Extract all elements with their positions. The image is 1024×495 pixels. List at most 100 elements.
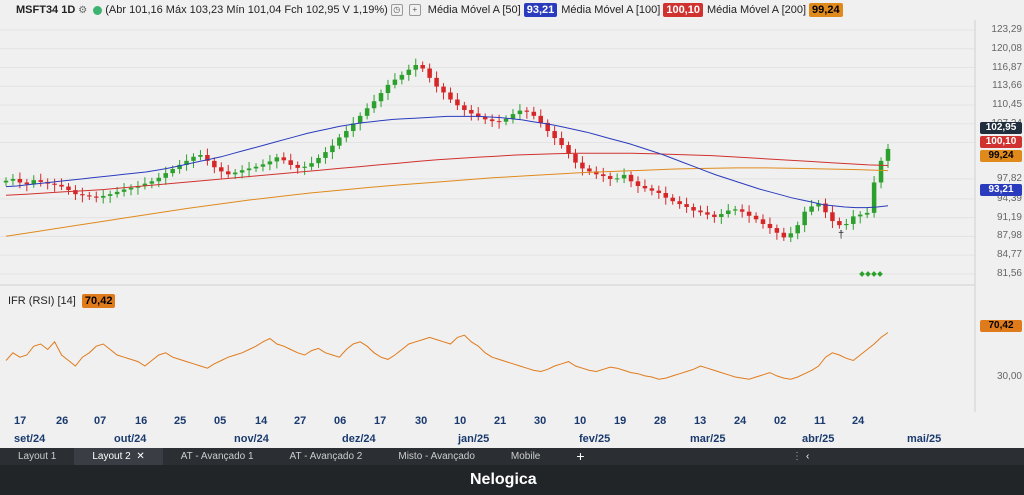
price-axis-label: 97,82 <box>996 172 1022 184</box>
candle-body <box>427 68 432 78</box>
close-tab-icon[interactable]: ✕ <box>136 451 145 462</box>
signal-diamond <box>877 271 883 277</box>
x-axis-day-label: 02 <box>774 415 787 427</box>
candle-body <box>274 157 280 162</box>
time-axis[interactable]: 17 26 07 16 25 05 14 27 06 17 30 10 21 30 10 19 28 13 24 02… <box>0 412 1024 448</box>
candle-body <box>38 180 43 182</box>
candle-body <box>17 178 23 183</box>
signal-markers: † <box>838 229 883 277</box>
candle-body <box>746 211 752 216</box>
price-axis-label: 113,66 <box>992 80 1022 92</box>
candle-body <box>94 196 99 198</box>
tab-layout-1[interactable]: Layout 1 <box>18 451 57 462</box>
price-axis-label: 81,56 <box>996 267 1022 279</box>
ma100-price-tag: 100,10 <box>980 136 1022 148</box>
tab-at-avancado-2[interactable]: AT - Avançado 2 <box>289 451 363 462</box>
ma50-label: Média Móvel A [50] <box>427 4 521 16</box>
main-chart[interactable]: † <box>0 0 1024 412</box>
candle-body <box>281 157 287 161</box>
chart-header: MSFT34 1D ⚙ (Abr 101,16 Máx 103,23 Mín 1… <box>0 0 1024 20</box>
candle-body <box>295 164 300 168</box>
x-axis-month-label: abr/25 <box>802 433 835 445</box>
candle-body <box>795 225 800 234</box>
x-axis-month-label: nov/24 <box>234 433 269 445</box>
candle-body <box>802 211 807 226</box>
candle-body <box>350 123 356 132</box>
price-axis-label: 123,29 <box>991 23 1022 35</box>
candle-body <box>732 209 738 211</box>
market-status-icon <box>93 5 103 15</box>
x-axis-day-label: 16 <box>135 415 148 427</box>
rsi-line <box>5 332 889 380</box>
candle-body <box>413 65 419 70</box>
candle-body <box>246 168 252 171</box>
tab-mobile[interactable]: Mobile <box>510 451 541 462</box>
candle-body <box>656 190 662 193</box>
x-axis-day-label: 07 <box>94 415 107 427</box>
candle-body <box>73 190 78 195</box>
signal-diamond <box>859 271 865 277</box>
candle-body <box>156 177 162 182</box>
candle-body <box>364 108 370 116</box>
candle-body <box>142 183 148 186</box>
candle-body <box>684 204 689 208</box>
candle-body <box>184 160 189 165</box>
candle-body <box>670 197 675 202</box>
candle-body <box>357 115 363 124</box>
candle-body <box>232 172 238 175</box>
candle-body <box>559 138 564 146</box>
x-axis-day-label: 14 <box>255 415 268 427</box>
candle-body <box>420 65 425 69</box>
candle-body <box>225 171 231 175</box>
candle-body <box>538 115 544 123</box>
ma50-price-tag: 93,21 <box>980 184 1022 196</box>
ma100-line <box>5 152 889 196</box>
candle-body <box>107 194 113 196</box>
scroll-left-icon[interactable]: ‹ <box>806 451 810 462</box>
candle-body <box>59 184 64 187</box>
candle-body <box>885 148 891 161</box>
add-tab-icon[interactable]: + <box>576 448 585 464</box>
candle-body <box>260 164 266 167</box>
clock-icon[interactable]: ◷ <box>390 4 403 16</box>
x-axis-month-label: dez/24 <box>342 433 376 445</box>
candle-body <box>496 121 502 123</box>
x-axis-day-label: 17 <box>14 415 27 427</box>
ma50-badge: 93,21 <box>523 3 558 17</box>
candle-body <box>788 233 794 238</box>
symbol-label[interactable]: MSFT34 1D <box>16 4 76 16</box>
x-axis-day-label: 25 <box>174 415 187 427</box>
tab-layout-2[interactable]: Layout 2 ✕ <box>74 448 163 465</box>
rsi-title: IFR (RSI) [14] 70,42 <box>8 294 116 308</box>
candle-body <box>677 201 682 205</box>
x-axis-month-label: fev/25 <box>579 433 611 445</box>
candle-body <box>344 131 349 138</box>
chart-gridlines <box>0 29 975 275</box>
x-axis-month-label: mai/25 <box>907 433 942 445</box>
ma100-badge: 100,10 <box>663 3 703 17</box>
tab-misto-avancado[interactable]: Misto - Avançado <box>398 451 475 462</box>
tab-at-avancado-1[interactable]: AT - Avançado 1 <box>180 451 254 462</box>
add-indicator-icon[interactable]: + <box>408 4 421 16</box>
candle-body <box>288 160 293 165</box>
candle-body <box>337 137 342 146</box>
x-axis-day-label: 13 <box>694 415 707 427</box>
candle-body <box>52 183 57 185</box>
ma50-line <box>5 115 889 209</box>
x-axis-day-label: 10 <box>454 415 467 427</box>
price-axis-label: 87,98 <box>996 230 1022 242</box>
x-axis-month-label: out/24 <box>114 433 147 445</box>
x-axis-day-label: 28 <box>654 415 667 427</box>
price-axis-label: 94,39 <box>996 192 1022 204</box>
candle-body <box>31 180 37 185</box>
x-axis-day-label: 10 <box>574 415 587 427</box>
more-icon[interactable]: ⋮ <box>792 451 802 462</box>
chart-settings-icon[interactable]: ⚙ <box>78 4 88 16</box>
brand-logo: Nelogica <box>470 471 537 488</box>
x-axis-day-label: 19 <box>614 415 627 427</box>
candle-body <box>170 169 175 174</box>
candle-body <box>837 221 842 226</box>
candle-body <box>601 174 606 177</box>
x-axis-day-label: 17 <box>374 415 387 427</box>
last-price-tag: 102,95 <box>980 122 1022 134</box>
